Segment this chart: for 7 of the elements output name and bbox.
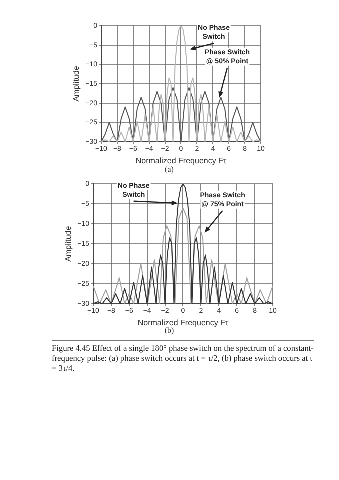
text: (b): [164, 326, 176, 335]
caption: Figure 4.45 Effect of a single 180° phase switch on the spectrum of a constant-frequency pulse: (a) phase switch occurs at t = τ/2, (b) phase switch occurs at t = 3τ/4.: [52, 340, 314, 374]
y-axis-title: Amplitude: [72, 66, 82, 102]
text: (a): [164, 165, 175, 174]
x-axis-title: Normalized Frequency Fτ: [138, 318, 230, 328]
x-axis-title: Normalized Frequency Fτ: [136, 156, 228, 166]
y-axis-title: Amplitude: [64, 226, 74, 262]
